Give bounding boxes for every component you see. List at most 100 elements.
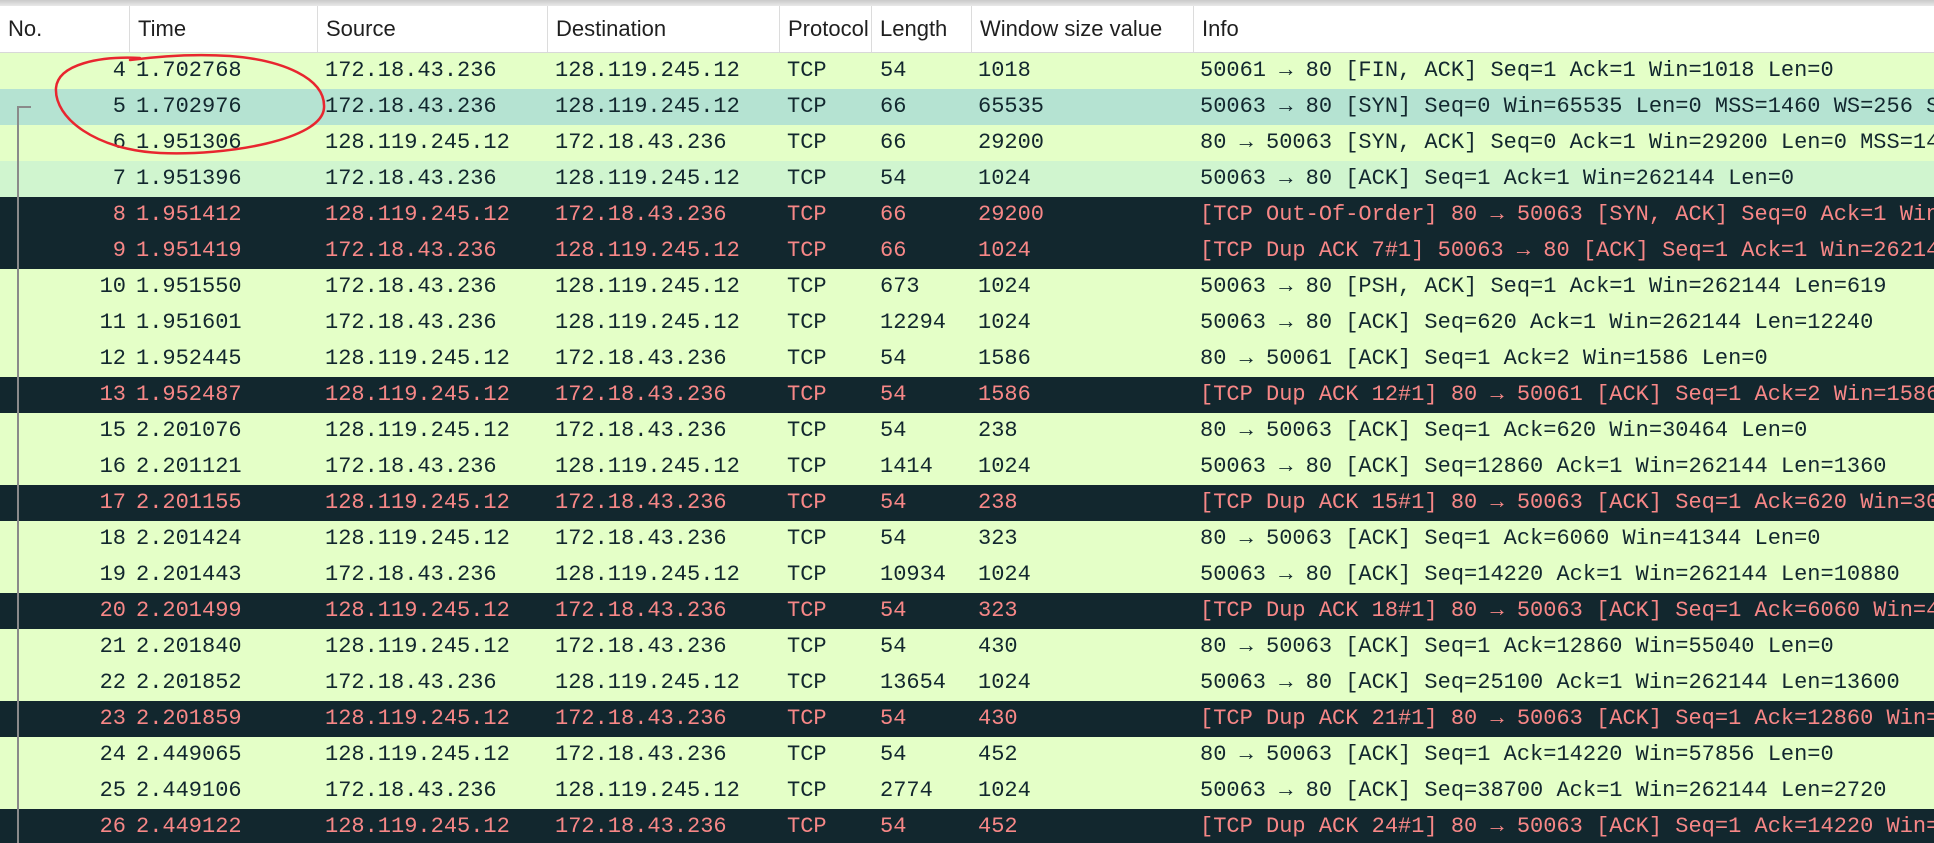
packet-time: 2.201499 — [136, 598, 242, 623]
packet-protocol: TCP — [787, 346, 827, 371]
packet-info: 80 → 50063 [ACK] Seq=1 Ack=12860 Win=550… — [1200, 634, 1834, 659]
packet-protocol: TCP — [787, 814, 827, 839]
packet-length: 66 — [880, 130, 907, 155]
packet-row[interactable]: 9 1.951419 172.18.43.236 128.119.245.12 TCP 6… — [0, 233, 1934, 269]
packet-row[interactable]: 21 2.201840 128.119.245.12 172.18.43.236 TCP… — [0, 629, 1934, 665]
packet-info: [TCP Out-Of-Order] 80 → 50063 [SYN, ACK]… — [1200, 202, 1934, 227]
packet-row[interactable]: 13 1.952487 128.119.245.12 172.18.43.236 TCP… — [0, 377, 1934, 413]
packet-number: 19 — [99, 562, 126, 587]
packet-row[interactable]: 25 2.449106 172.18.43.236 128.119.245.12 TCP… — [0, 773, 1934, 809]
packet-info: 80 → 50063 [ACK] Seq=1 Ack=6060 Win=4134… — [1200, 526, 1821, 551]
packet-source: 172.18.43.236 — [325, 94, 497, 119]
packet-length: 54 — [880, 526, 907, 551]
packet-destination: 128.119.245.12 — [555, 310, 740, 335]
packet-row[interactable]: 23 2.201859 128.119.245.12 172.18.43.236 TCP… — [0, 701, 1934, 737]
packet-destination: 172.18.43.236 — [555, 346, 727, 371]
packet-destination: 172.18.43.236 — [555, 418, 727, 443]
packet-window-size: 1024 — [978, 562, 1031, 587]
packet-length: 54 — [880, 706, 907, 731]
packet-info: 80 → 50063 [SYN, ACK] Seq=0 Ack=1 Win=29… — [1200, 130, 1934, 155]
packet-destination: 172.18.43.236 — [555, 490, 727, 515]
packet-length: 54 — [880, 814, 907, 839]
column-header-info[interactable]: Info — [1202, 16, 1239, 41]
packet-row[interactable]: 26 2.449122 128.119.245.12 172.18.43.236 TCP… — [0, 809, 1934, 843]
packet-length: 66 — [880, 94, 907, 119]
packet-window-size: 1024 — [978, 274, 1031, 299]
packet-destination: 172.18.43.236 — [555, 814, 727, 839]
packet-time: 1.702976 — [136, 94, 242, 119]
packet-info: [TCP Dup ACK 24#1] 80 → 50063 [ACK] Seq=… — [1200, 814, 1934, 839]
packet-row[interactable]: 7 1.951396 172.18.43.236 128.119.245.12 TCP 5… — [0, 161, 1934, 197]
packet-window-size: 1024 — [978, 778, 1031, 803]
packet-number: 25 — [99, 778, 126, 803]
packet-protocol: TCP — [787, 274, 827, 299]
packet-row[interactable]: 11 1.951601 172.18.43.236 128.119.245.12 TCP… — [0, 305, 1934, 341]
packet-info: 50063 → 80 [ACK] Seq=38700 Ack=1 Win=262… — [1200, 778, 1887, 803]
packet-protocol: TCP — [787, 418, 827, 443]
packet-row[interactable]: 8 1.951412 128.119.245.12 172.18.43.236 TCP 6… — [0, 197, 1934, 233]
packet-window-size: 1024 — [978, 238, 1031, 263]
packet-length: 12294 — [880, 310, 947, 335]
packet-time: 2.201424 — [136, 526, 242, 551]
packet-length: 54 — [880, 598, 907, 623]
packet-destination: 128.119.245.12 — [555, 778, 740, 803]
packet-time: 1.952487 — [136, 382, 242, 407]
column-header-destination[interactable]: Destination — [548, 6, 780, 52]
packet-row[interactable]: 5 1.702976 172.18.43.236 128.119.245.12 TCP 6… — [0, 89, 1934, 125]
conversation-tree-start — [17, 106, 31, 108]
packet-length: 54 — [880, 418, 907, 443]
packet-row[interactable]: 17 2.201155 128.119.245.12 172.18.43.236 TCP… — [0, 485, 1934, 521]
packet-destination: 172.18.43.236 — [555, 706, 727, 731]
packet-window-size: 1024 — [978, 670, 1031, 695]
packet-info: 50061 → 80 [FIN, ACK] Seq=1 Ack=1 Win=10… — [1200, 58, 1834, 83]
column-header-source[interactable]: Source — [318, 6, 548, 52]
packet-time: 2.201155 — [136, 490, 242, 515]
packet-row[interactable]: 4 1.702768 172.18.43.236 128.119.245.12 TCP 5… — [0, 53, 1934, 89]
packet-row[interactable]: 15 2.201076 128.119.245.12 172.18.43.236 TCP… — [0, 413, 1934, 449]
packet-source: 172.18.43.236 — [325, 454, 497, 479]
column-header-time[interactable]: Time — [130, 6, 318, 52]
packet-source: 172.18.43.236 — [325, 562, 497, 587]
packet-source: 172.18.43.236 — [325, 310, 497, 335]
packet-destination: 128.119.245.12 — [555, 166, 740, 191]
packet-row[interactable]: 6 1.951306 128.119.245.12 172.18.43.236 TCP 6… — [0, 125, 1934, 161]
column-header-protocol[interactable]: Protocol — [780, 6, 872, 52]
packet-source: 128.119.245.12 — [325, 598, 510, 623]
packet-protocol: TCP — [787, 526, 827, 551]
packet-source: 128.119.245.12 — [325, 346, 510, 371]
packet-time: 2.201121 — [136, 454, 242, 479]
packet-row[interactable]: 24 2.449065 128.119.245.12 172.18.43.236 TCP… — [0, 737, 1934, 773]
packet-destination: 128.119.245.12 — [555, 58, 740, 83]
packet-row[interactable]: 20 2.201499 128.119.245.12 172.18.43.236 TCP… — [0, 593, 1934, 629]
packet-time: 1.952445 — [136, 346, 242, 371]
packet-protocol: TCP — [787, 742, 827, 767]
column-header-window-size[interactable]: Window size value — [972, 6, 1194, 52]
column-header-length[interactable]: Length — [872, 6, 972, 52]
packet-row[interactable]: 12 1.952445 128.119.245.12 172.18.43.236 TCP… — [0, 341, 1934, 377]
packet-window-size: 1024 — [978, 310, 1031, 335]
packet-window-size: 1024 — [978, 454, 1031, 479]
packet-number: 22 — [99, 670, 126, 695]
packet-row[interactable]: 19 2.201443 172.18.43.236 128.119.245.12 TCP… — [0, 557, 1934, 593]
packet-row[interactable]: 16 2.201121 172.18.43.236 128.119.245.12 TCP… — [0, 449, 1934, 485]
packet-source: 172.18.43.236 — [325, 238, 497, 263]
packet-info: 50063 → 80 [ACK] Seq=620 Ack=1 Win=26214… — [1200, 310, 1874, 335]
packet-length: 54 — [880, 58, 907, 83]
packet-number: 4 — [112, 58, 126, 83]
packet-protocol: TCP — [787, 778, 827, 803]
packet-destination: 172.18.43.236 — [555, 742, 727, 767]
packet-time: 1.951412 — [136, 202, 242, 227]
packet-window-size: 1018 — [978, 58, 1031, 83]
packet-time: 1.702768 — [136, 58, 242, 83]
column-header-no[interactable]: No. — [0, 6, 130, 52]
packet-length: 54 — [880, 382, 907, 407]
packet-source: 172.18.43.236 — [325, 778, 497, 803]
packet-row[interactable]: 22 2.201852 172.18.43.236 128.119.245.12 TCP… — [0, 665, 1934, 701]
packet-time: 1.951419 — [136, 238, 242, 263]
packet-length: 54 — [880, 634, 907, 659]
packet-row[interactable]: 10 1.951550 172.18.43.236 128.119.245.12 TCP… — [0, 269, 1934, 305]
packet-time: 1.951306 — [136, 130, 242, 155]
packet-protocol: TCP — [787, 598, 827, 623]
packet-row[interactable]: 18 2.201424 128.119.245.12 172.18.43.236 TCP… — [0, 521, 1934, 557]
